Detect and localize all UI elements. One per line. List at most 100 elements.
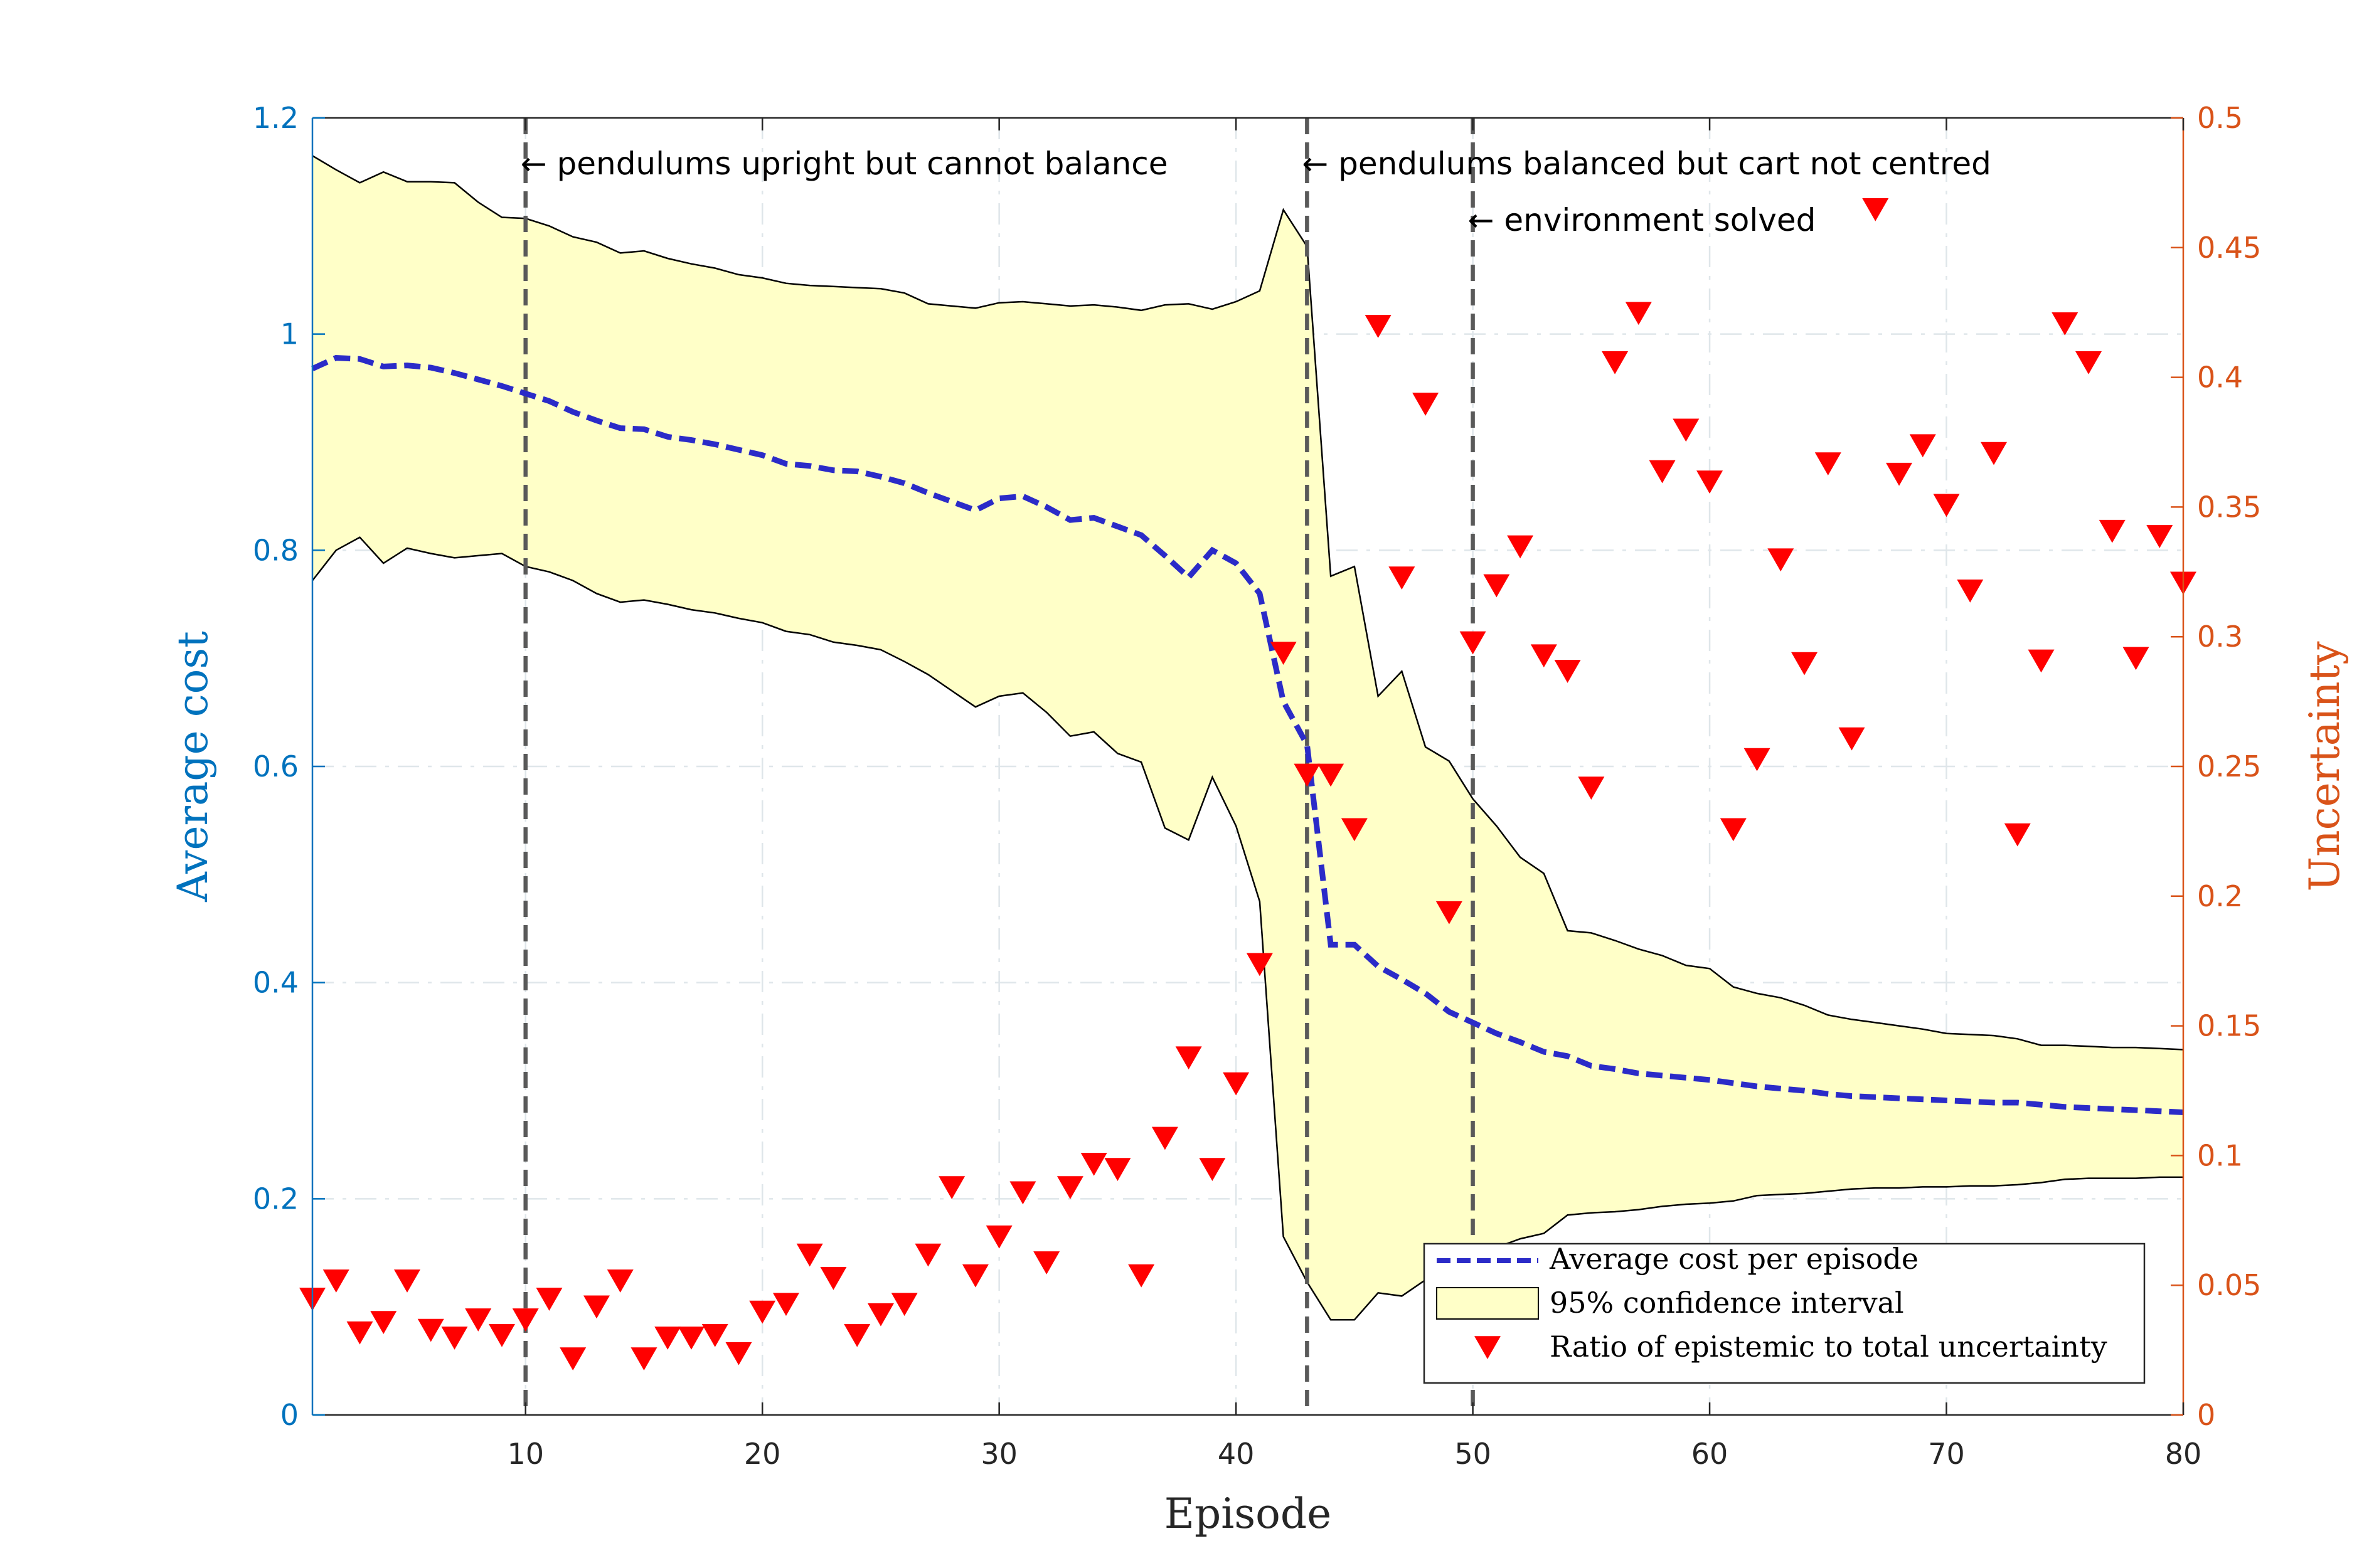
confidence-band-group [312, 155, 2184, 1321]
uncertainty-marker [1483, 574, 1510, 598]
mean-cost-line [311, 355, 2184, 1115]
uncertainty-marker [1578, 776, 1605, 800]
uncertainty-marker [1696, 470, 1723, 494]
uncertainty-marker [820, 1266, 847, 1290]
x-tick-label: 10 [507, 1437, 544, 1471]
y-right-tick-label: 0.2 [2197, 879, 2243, 913]
x-tick-label: 30 [981, 1437, 1018, 1471]
uncertainty-marker [1435, 901, 1462, 924]
x-axis-label: Episode [1164, 1490, 1331, 1538]
uncertainty-marker [1175, 1046, 1202, 1070]
uncertainty-marker [962, 1264, 989, 1288]
uncertainty-marker [536, 1288, 563, 1311]
uncertainty-marker [701, 1323, 728, 1347]
y-left-tick-label: 0.8 [253, 533, 299, 567]
legend-label-band: 95% confidence interval [1550, 1286, 1904, 1320]
uncertainty-marker [654, 1327, 681, 1350]
uncertainty-marker [370, 1311, 397, 1335]
legend-box [1423, 1242, 2146, 1384]
uncertainty-marker [631, 1347, 657, 1370]
event-annotation: ← pendulums balanced but cart not centre… [1302, 146, 1991, 182]
uncertainty-marker [915, 1243, 942, 1267]
legend-band-symbol [1436, 1287, 1539, 1320]
uncertainty-marker [1056, 1176, 1083, 1199]
y-right-tick-label: 0.5 [2197, 101, 2243, 135]
uncertainty-marker [1412, 393, 1439, 416]
uncertainty-marker [607, 1269, 634, 1293]
uncertainty-marker [796, 1243, 823, 1267]
uncertainty-marker [2052, 312, 2078, 336]
y-right-tick-label: 0.35 [2197, 490, 2261, 524]
uncertainty-marker [346, 1321, 373, 1345]
tick-labels: 10 20 30 40 50 60 70 80 0 0.2 0.4 0.6 0.8 1 1.2 0 0.05 0.… [253, 101, 2262, 1471]
y-left-tick-label: 0 [280, 1398, 299, 1432]
uncertainty-marker [1862, 198, 1889, 221]
uncertainty-marker [2099, 519, 2126, 543]
uncertainty-marker [1625, 302, 1652, 326]
uncertainty-marker [512, 1308, 539, 1332]
uncertainty-marker [2028, 649, 2055, 673]
y-right-tick-label: 0.25 [2197, 750, 2261, 783]
uncertainty-marker [393, 1269, 420, 1293]
confidence-lower-edge [312, 536, 2183, 1321]
uncertainty-marker [844, 1323, 871, 1347]
uncertainty-marker [1199, 1158, 1226, 1182]
uncertainty-marker [1270, 642, 1297, 665]
uncertainty-marker [583, 1295, 610, 1319]
uncertainty-marker [678, 1327, 705, 1350]
uncertainty-marker [488, 1323, 515, 1347]
uncertainty-marker [1341, 818, 1368, 842]
uncertainty-marker [1886, 462, 1913, 486]
x-tick-label: 20 [744, 1437, 781, 1471]
confidence-band [312, 156, 2183, 1320]
uncertainty-marker [939, 1176, 966, 1199]
uncertainty-marker [1294, 763, 1321, 787]
legend-label-markers: Ratio of epistemic to total uncertainty [1550, 1330, 2107, 1364]
uncertainty-marker [1909, 434, 1936, 458]
uncertainty-marker [725, 1342, 752, 1365]
legend: Average cost per episode 95% confidence … [1423, 1242, 2146, 1384]
confidence-upper-edge [312, 155, 2184, 1051]
uncertainty-marker [1104, 1158, 1131, 1182]
legend-label-mean: Average cost per episode [1549, 1242, 1919, 1276]
uncertainty-marker [1743, 748, 1770, 771]
x-tick-label: 50 [1454, 1437, 1491, 1471]
uncertainty-marker [1317, 763, 1344, 787]
y-right-tick-label: 0.05 [2197, 1268, 2261, 1302]
uncertainty-marker [1602, 351, 1629, 374]
annotations: ← pendulums upright but cannot balance ← … [521, 146, 1991, 238]
y-left-tick-label: 1.2 [253, 101, 299, 135]
uncertainty-marker [1767, 548, 1794, 572]
y-left-tick-label: 0.4 [253, 966, 299, 1000]
uncertainty-marker [2146, 525, 2173, 548]
uncertainty-marker [1459, 631, 1486, 655]
y-axis-left-label: Average cost [169, 631, 217, 903]
uncertainty-marker [1388, 566, 1415, 590]
uncertainty-marker [1223, 1072, 1250, 1096]
y-left-tick-label: 0.6 [253, 750, 299, 783]
uncertainty-marker [441, 1327, 468, 1350]
x-tick-label: 70 [1928, 1437, 1965, 1471]
uncertainty-marker [1814, 452, 1841, 476]
uncertainty-marker [1033, 1251, 1060, 1274]
uncertainty-marker [560, 1347, 587, 1370]
uncertainty-marker [1246, 953, 1273, 977]
x-tick-label: 60 [1691, 1437, 1728, 1471]
y-right-tick-label: 0.4 [2197, 361, 2243, 395]
uncertainty-marker [1673, 418, 1700, 442]
y-right-tick-label: 0 [2197, 1398, 2215, 1432]
uncertainty-marker [1507, 535, 1534, 559]
y-right-tick-label: 0.1 [2197, 1138, 2243, 1172]
uncertainty-marker [1080, 1153, 1107, 1176]
x-tick-label: 80 [2165, 1437, 2202, 1471]
uncertainty-marker [1791, 652, 1818, 675]
event-annotation: ← environment solved [1468, 202, 1816, 238]
uncertainty-marker [322, 1269, 349, 1293]
y-left-tick-label: 1 [280, 317, 299, 351]
uncertainty-marker [465, 1308, 492, 1332]
uncertainty-marker [1933, 494, 1960, 517]
y-right-tick-label: 0.45 [2197, 231, 2261, 265]
mean-line-group [311, 355, 2184, 1115]
uncertainty-marker [1554, 660, 1581, 683]
